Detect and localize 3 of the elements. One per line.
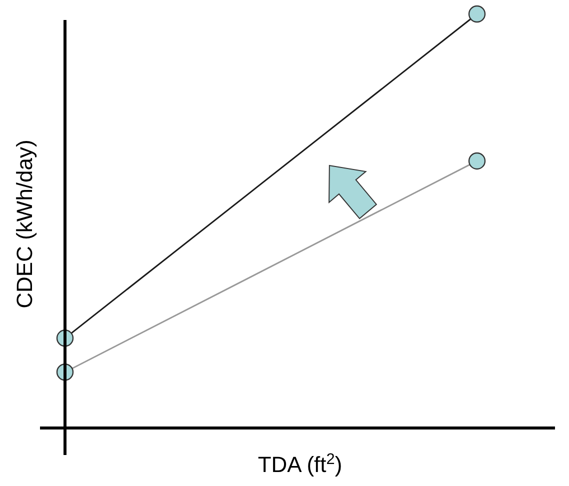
- y-axis-title: CDEC (kWh/day): [12, 140, 37, 308]
- point: [468, 5, 486, 23]
- x-axis-title: TDA (ft$^{2}$): [258, 450, 342, 477]
